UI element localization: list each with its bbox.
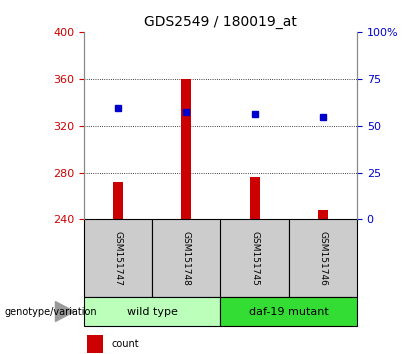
- Text: daf-19 mutant: daf-19 mutant: [249, 307, 328, 316]
- Text: GSM151747: GSM151747: [114, 231, 123, 286]
- FancyArrow shape: [55, 302, 74, 321]
- Title: GDS2549 / 180019_at: GDS2549 / 180019_at: [144, 16, 297, 29]
- Text: GSM151745: GSM151745: [250, 231, 259, 286]
- Bar: [152, 219, 221, 297]
- Bar: [289, 219, 357, 297]
- Text: genotype/variation: genotype/variation: [4, 307, 97, 316]
- Text: count: count: [111, 339, 139, 349]
- Text: wild type: wild type: [127, 307, 178, 316]
- Bar: [220, 297, 357, 326]
- Bar: [87, 335, 103, 353]
- Bar: [113, 182, 123, 219]
- Bar: [318, 210, 328, 219]
- Bar: [249, 177, 260, 219]
- Bar: [84, 297, 220, 326]
- Bar: [84, 219, 152, 297]
- Text: GSM151746: GSM151746: [318, 231, 327, 286]
- Text: GSM151748: GSM151748: [182, 231, 191, 286]
- Bar: [181, 79, 192, 219]
- Bar: [220, 219, 289, 297]
